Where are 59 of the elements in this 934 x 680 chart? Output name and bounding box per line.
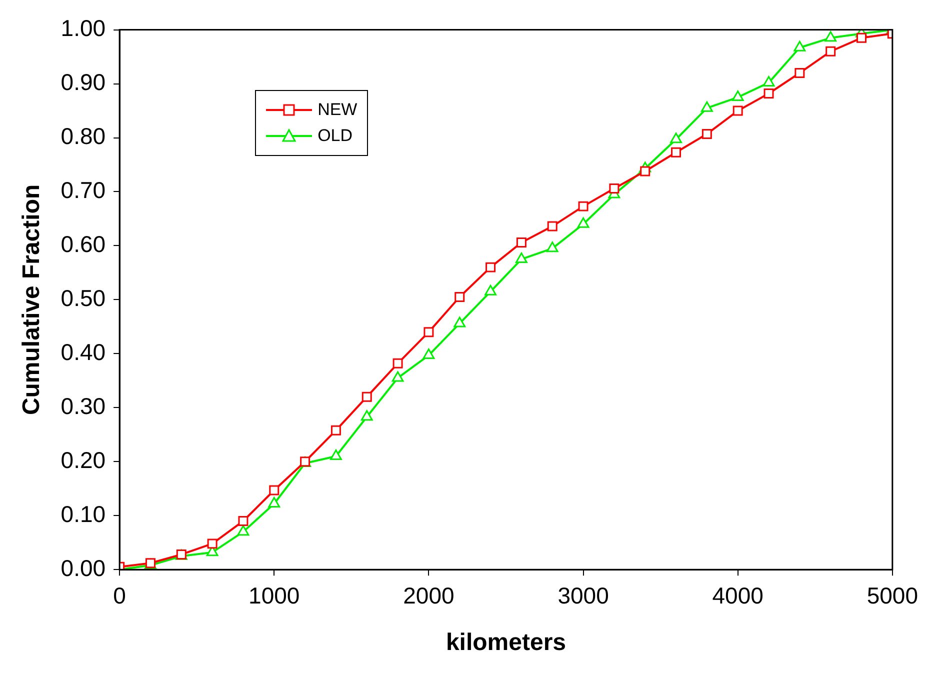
point <box>484 284 496 296</box>
point <box>856 32 866 43</box>
y-tick-label: 0.00 <box>60 554 106 581</box>
point <box>794 68 805 78</box>
x-tick-label: 5000 <box>866 582 918 609</box>
point <box>269 485 280 496</box>
point <box>454 292 465 302</box>
y-tick-label: 0.80 <box>60 123 106 150</box>
point <box>702 128 712 139</box>
legend-label: OLD <box>318 126 353 146</box>
point <box>516 252 528 263</box>
point <box>268 496 280 508</box>
point <box>764 88 774 98</box>
point <box>546 242 558 252</box>
y-tick-label: 0.70 <box>60 177 106 204</box>
legend-label: NEW <box>318 100 358 120</box>
y-tick-label: 0.40 <box>60 339 106 366</box>
y-tick-label: 0.10 <box>60 500 106 527</box>
point <box>362 392 372 402</box>
x-tick-label: 4000 <box>712 582 764 609</box>
y-tick-label: 0.90 <box>60 69 106 96</box>
point <box>424 327 434 338</box>
point <box>422 348 435 360</box>
x-axis-title: kilometers <box>446 629 566 656</box>
point <box>360 410 373 421</box>
y-tick-label: 0.20 <box>60 446 106 473</box>
point <box>547 221 558 232</box>
point <box>330 425 341 436</box>
point <box>392 371 404 382</box>
point <box>609 184 620 194</box>
x-tick-label: 3000 <box>558 582 609 609</box>
point <box>794 40 806 52</box>
point <box>237 525 250 536</box>
point <box>238 516 248 526</box>
point <box>207 538 218 549</box>
point <box>330 449 342 460</box>
point <box>732 106 743 116</box>
point <box>640 166 650 176</box>
x-tick-label: 0 <box>113 582 126 609</box>
point <box>516 237 526 248</box>
point <box>762 76 775 86</box>
point <box>578 201 588 212</box>
y-axis-title: Cumulative Fraction <box>18 184 46 416</box>
point <box>826 46 836 56</box>
point <box>486 262 496 272</box>
point <box>454 316 466 328</box>
point <box>577 217 590 228</box>
point <box>671 147 682 158</box>
x-tick-label: 2000 <box>403 582 454 609</box>
y-tick-label: 0.30 <box>60 393 106 420</box>
x-tick-label: 1000 <box>248 582 300 609</box>
y-tick-label: 1.00 <box>60 15 106 42</box>
point <box>700 101 713 112</box>
point <box>670 132 682 144</box>
point <box>392 358 403 368</box>
y-tick-label: 0.50 <box>60 285 106 312</box>
y-tick-label: 0.60 <box>60 231 106 258</box>
point <box>824 31 837 42</box>
point <box>732 90 744 102</box>
